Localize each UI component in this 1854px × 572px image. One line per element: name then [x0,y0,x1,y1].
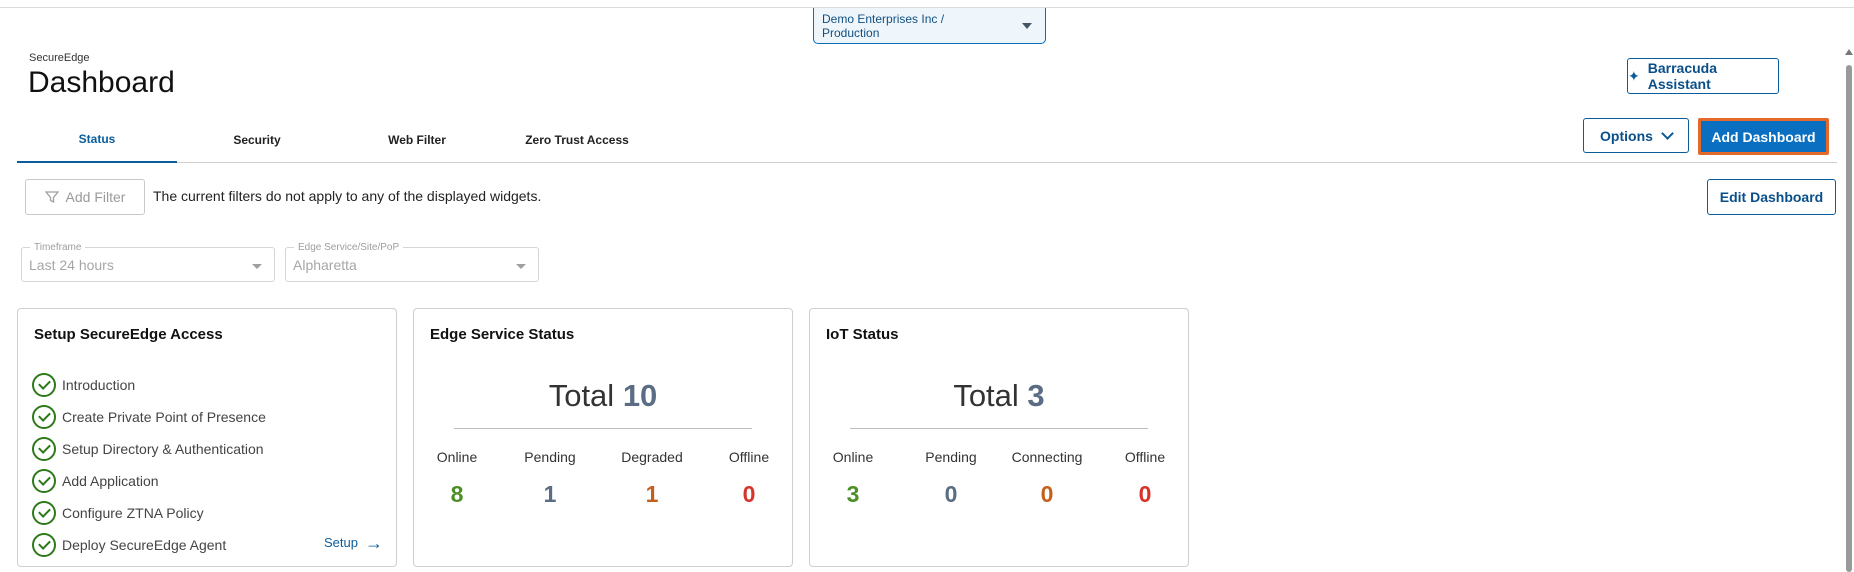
metric-name: Online [436,449,478,465]
metric-online: Online 3 [818,449,888,508]
metric-value: 0 [1040,481,1054,507]
total-value: 10 [622,378,658,413]
metric-name: Offline [1124,449,1166,465]
metric-name: Pending [925,449,977,465]
metric-pending: Pending 1 [515,449,585,508]
sparkle-icon: ✦ [1628,67,1640,84]
metric-offline: Offline 0 [1110,449,1180,508]
edge-service-value: Alpharetta [293,257,357,273]
tenant-label: Demo Enterprises Inc / Production [822,11,945,40]
setup-step: Deploy SecureEdge Agent [32,529,266,561]
timeframe-select[interactable]: Timeframe Last 24 hours [21,242,275,282]
setup-step-label: Setup Directory & Authentication [62,441,264,457]
setup-card-title: Setup SecureEdge Access [34,326,223,343]
metric-value: 0 [742,481,756,507]
tab-zero-trust-access[interactable]: Zero Trust Access [525,132,629,147]
iot-total: Total 3 [810,378,1188,414]
chevron-down-icon [1661,126,1674,140]
metric-name: Online [832,449,874,465]
metric-name: Connecting [1011,449,1083,465]
scrollbar-thumb[interactable] [1846,65,1852,572]
timeframe-label: Timeframe [30,242,86,253]
metric-name: Offline [728,449,770,465]
setup-step: Create Private Point of Presence [32,401,266,433]
metric-value: 8 [450,481,464,507]
metric-value: 1 [645,481,659,507]
setup-link[interactable]: Setup → [324,532,383,553]
divider [850,428,1148,429]
divider [454,428,752,429]
add-dashboard-button[interactable]: Add Dashboard [1698,118,1829,155]
metric-name: Pending [524,449,576,465]
setup-step: Add Application [32,465,266,497]
check-circle-icon [32,437,56,461]
check-circle-icon [32,373,56,397]
scroll-up-icon[interactable] [1845,49,1853,55]
options-button-label: Options [1600,127,1653,144]
setup-step-label: Introduction [62,377,136,393]
setup-link-label: Setup [324,535,358,550]
metric-value: 3 [846,481,860,507]
page-scrollbar[interactable] [1844,45,1854,572]
metric-value: 0 [1138,481,1152,507]
edge-service-label: Edge Service/Site/PoP [294,242,404,253]
total-label: Total [548,378,615,413]
metric-pending: Pending 0 [916,449,986,508]
tab-web-filter[interactable]: Web Filter [388,132,446,147]
metric-value: 0 [944,481,958,507]
setup-step: Configure ZTNA Policy [32,497,266,529]
timeframe-value: Last 24 hours [29,257,114,273]
edit-dashboard-button[interactable]: Edit Dashboard [1707,179,1836,215]
setup-step: Setup Directory & Authentication [32,433,266,465]
add-filter-button[interactable]: Add Filter [25,179,145,215]
setup-steps: Introduction Create Private Point of Pre… [32,369,266,561]
app-name: SecureEdge [29,52,90,64]
metric-value: 1 [543,481,557,507]
chevron-down-icon [252,264,262,269]
edge-service-status-card: Edge Service Status Total 10 Online 8 Pen… [413,308,793,567]
chevron-down-icon [1022,22,1032,29]
iot-status-card: IoT Status Total 3 Online 3 Pending 0 Conn… [809,308,1189,567]
metric-name: Degraded [621,449,683,465]
edge-total: Total 10 [414,378,792,414]
edge-service-select[interactable]: Edge Service/Site/PoP Alpharetta [285,242,539,282]
assistant-button-label: Barracuda Assistant [1647,60,1717,92]
tab-status[interactable]: Status [17,116,177,163]
options-button[interactable]: Options [1583,118,1689,153]
filter-note: The current filters do not apply to any … [153,188,542,204]
metric-offline: Offline 0 [714,449,784,508]
total-value: 3 [1027,378,1045,413]
tenant-selector[interactable]: Demo Enterprises Inc / Production [813,8,1046,44]
iot-card-title: IoT Status [826,326,899,343]
barracuda-assistant-button[interactable]: ✦ Barracuda Assistant [1627,58,1779,94]
setup-step-label: Create Private Point of Presence [62,409,266,425]
setup-step: Introduction [32,369,266,401]
top-border [0,0,1854,8]
edge-card-title: Edge Service Status [430,326,575,343]
metric-degraded: Degraded 1 [617,449,687,508]
filter-icon [44,191,59,204]
chevron-down-icon [516,264,526,269]
total-label: Total [953,378,1019,413]
check-circle-icon [32,469,56,493]
check-circle-icon [32,501,56,525]
metric-online: Online 8 [422,449,492,508]
add-filter-label: Add Filter [65,189,126,205]
check-circle-icon [32,533,56,557]
setup-step-label: Add Application [62,473,159,489]
arrow-right-icon: → [365,532,383,553]
setup-step-label: Configure ZTNA Policy [62,505,204,521]
metric-connecting: Connecting 0 [1002,449,1092,508]
tab-security[interactable]: Security [233,132,281,147]
setup-step-label: Deploy SecureEdge Agent [62,537,227,553]
check-circle-icon [32,405,56,429]
page-title: Dashboard [28,66,175,99]
dashboard-tabs: Status Security Web Filter Zero Trust Ac… [17,116,1837,163]
setup-secureedge-card: Setup SecureEdge Access Introduction Cre… [17,308,397,567]
